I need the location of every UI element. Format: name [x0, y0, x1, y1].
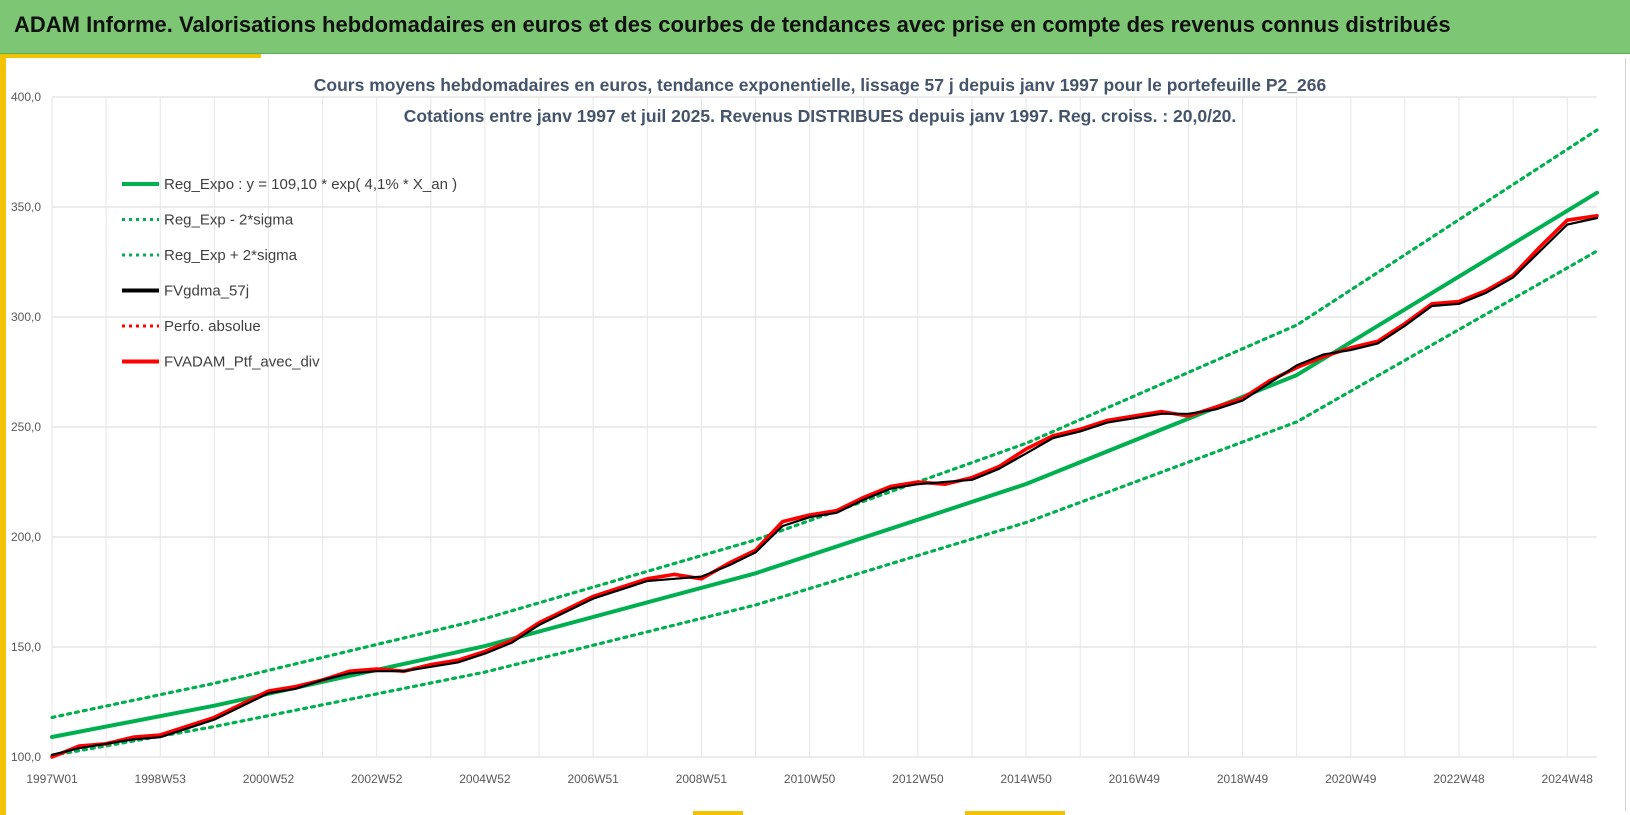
- accent-bar-bottom-a: [693, 811, 743, 815]
- legend-label: Reg_Exp + 2*sigma: [164, 247, 298, 264]
- series-line-solid-green: [50, 190, 1599, 739]
- x-tick-label: 2014W50: [1000, 772, 1052, 786]
- legend-label: Reg_Expo : y = 109,10 * exp( 4,1% * X_an…: [164, 176, 457, 193]
- x-tick-label: 2018W49: [1217, 772, 1269, 786]
- legend-label: Reg_Exp - 2*sigma: [164, 212, 294, 229]
- legend-label: Perfo. absolue: [164, 318, 261, 335]
- x-tick-label: 2002W52: [351, 772, 403, 786]
- x-tick-label: 2024W48: [1542, 772, 1594, 786]
- y-axis-ticks: 100,0 150,0 200,0 250,0 300,0 350,0 400,0: [11, 90, 41, 764]
- y-tick-label: 100,0: [11, 750, 41, 764]
- series-line-solid-red: [50, 214, 1599, 759]
- header-bar: ADAM Informe. Valorisations hebdomadaire…: [0, 0, 1630, 54]
- y-tick-label: 300,0: [11, 310, 41, 324]
- chart-area: [6, 58, 1626, 811]
- y-tick-label: 200,0: [11, 530, 41, 544]
- legend-label: FVADAM_Ptf_avec_div: [164, 354, 320, 371]
- legend-label: FVgdma_57j: [164, 283, 249, 300]
- series-lines: [50, 128, 1599, 759]
- x-tick-label: 2000W52: [243, 772, 295, 786]
- series-line-solid-black: [50, 216, 1599, 756]
- x-tick-label: 2012W50: [892, 772, 944, 786]
- chart-title-line2: Cotations entre janv 1997 et juil 2025. …: [404, 106, 1237, 126]
- accent-bar-top: [6, 54, 261, 58]
- x-tick-label: 2008W51: [676, 772, 728, 786]
- page-title: ADAM Informe. Valorisations hebdomadaire…: [14, 12, 1451, 37]
- y-tick-label: 150,0: [11, 640, 41, 654]
- x-axis-ticks: 1997W01 1998W53 2000W52 2002W52 2004W52 2006W…: [26, 772, 1593, 786]
- x-tick-label: 2004W52: [459, 772, 511, 786]
- chart-title-line1: Cours moyens hebdomadaires en euros, ten…: [314, 75, 1327, 95]
- accent-bar-left: [0, 54, 6, 815]
- x-tick-label: 2016W49: [1109, 772, 1161, 786]
- accent-bar-bottom-b: [965, 811, 1065, 815]
- x-tick-label: 2022W48: [1433, 772, 1485, 786]
- x-tick-label: 1997W01: [26, 772, 78, 786]
- legend: Reg_Expo : y = 109,10 * exp( 4,1% * X_an…: [122, 176, 457, 371]
- gridlines: [51, 96, 1597, 758]
- y-tick-label: 400,0: [11, 90, 41, 104]
- x-tick-label: 2010W50: [784, 772, 836, 786]
- x-tick-label: 2020W49: [1325, 772, 1377, 786]
- y-tick-label: 250,0: [11, 420, 41, 434]
- series-line-dotted-green: [50, 128, 1599, 720]
- y-tick-label: 350,0: [11, 200, 41, 214]
- x-tick-label: 1998W53: [135, 772, 187, 786]
- series-line-dotted-green: [50, 249, 1599, 758]
- x-tick-label: 2006W51: [567, 772, 619, 786]
